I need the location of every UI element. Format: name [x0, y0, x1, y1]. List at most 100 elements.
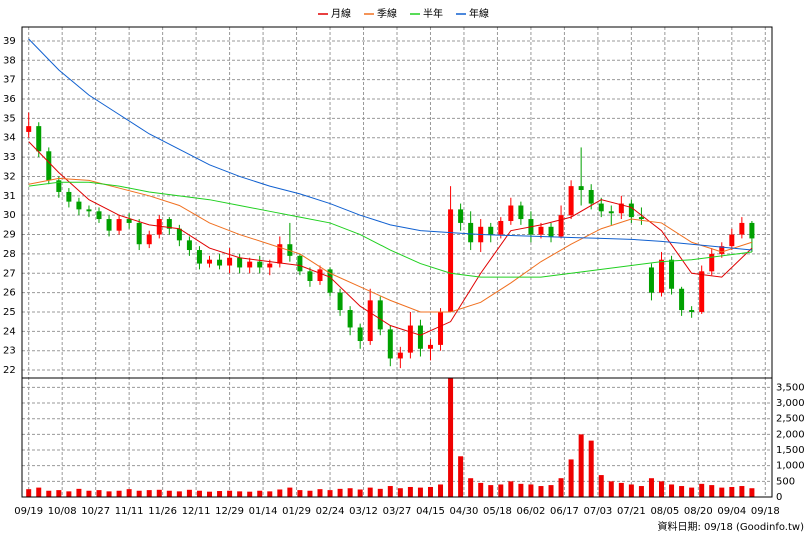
volume-bar: [377, 488, 383, 497]
y-tick-label: 27: [3, 268, 16, 279]
y-tick-label: 36: [3, 94, 16, 105]
volume-bar: [458, 456, 464, 497]
legend-label: 月線: [331, 7, 351, 20]
y-tick-label: 29: [3, 230, 16, 241]
y-tick-label: 23: [3, 346, 16, 357]
volume-bar: [86, 490, 92, 497]
x-tick-label: 10/08: [48, 506, 77, 517]
x-tick-label: 01/14: [249, 506, 278, 517]
volume-tick-label: 2,000: [776, 429, 805, 440]
volume-bar: [136, 490, 142, 497]
candle-body: [598, 203, 604, 212]
x-tick-label: 11/26: [148, 506, 177, 517]
x-tick-label: 12/11: [182, 506, 211, 517]
candle-body: [417, 325, 423, 349]
y-tick-label: 37: [3, 75, 16, 86]
volume-bar: [628, 484, 634, 497]
volume-bar: [528, 484, 534, 497]
volume-bar: [608, 481, 614, 497]
volume-bar: [237, 491, 243, 497]
ma-line: [28, 141, 753, 336]
volume-bar: [267, 491, 273, 497]
candle-body: [317, 269, 323, 282]
volume-bar: [598, 475, 604, 497]
candle-body: [427, 344, 433, 349]
x-tick-label: 10/27: [81, 506, 110, 517]
volume-bar: [618, 482, 624, 497]
y-tick-label: 28: [3, 249, 16, 260]
volume-bar: [648, 478, 654, 497]
candle-body: [468, 222, 474, 243]
candle-body: [247, 261, 253, 268]
candle-body: [719, 246, 725, 254]
y-tick-label: 38: [3, 55, 16, 66]
y-tick-label: 34: [3, 133, 16, 144]
candle-body: [327, 269, 333, 293]
volume-bar: [508, 481, 514, 497]
x-tick-label: 11/11: [115, 506, 144, 517]
candle-body: [508, 205, 514, 221]
x-tick-label: 08/20: [684, 506, 713, 517]
volume-panel-border: [21, 377, 773, 498]
volume-bar: [689, 487, 695, 497]
volume-bar: [548, 485, 554, 497]
x-tick-label: 09/04: [717, 506, 746, 517]
candle-body: [407, 325, 413, 353]
candle-body: [538, 226, 544, 235]
volume-bar: [327, 490, 333, 497]
y-tick-label: 30: [3, 210, 16, 221]
x-tick-label: 05/18: [483, 506, 512, 517]
volume-bar: [26, 489, 32, 497]
candle-body: [438, 311, 444, 345]
candle-body: [146, 234, 152, 245]
volume-tick-label: 2,500: [776, 414, 805, 425]
volume-bar: [478, 482, 484, 497]
candle-body: [608, 211, 614, 214]
volume-bar: [488, 485, 494, 497]
x-tick-label: 02/24: [316, 506, 345, 517]
volume-bar: [56, 490, 62, 497]
volume-bar: [146, 490, 152, 497]
candle-body: [56, 180, 62, 192]
candle-body: [588, 190, 594, 204]
candle-body: [76, 201, 82, 210]
candle-body: [136, 222, 142, 245]
legend: 月線 季線 半年 年線: [318, 7, 489, 20]
x-tick-label: 09/19: [14, 506, 43, 517]
legend-label: 年線: [469, 7, 489, 20]
y-tick-label: 31: [3, 191, 16, 202]
volume-bar: [96, 490, 102, 497]
volume-bar: [176, 491, 182, 497]
x-tick-label: 07/21: [617, 506, 646, 517]
volume-bar: [679, 486, 685, 497]
volume-bar: [36, 487, 42, 497]
volume-bar: [638, 486, 644, 497]
volume-bar: [217, 491, 223, 497]
y-tick-label: 22: [3, 365, 16, 376]
candle-body: [709, 253, 715, 272]
candle-body: [186, 240, 192, 251]
volume-bar: [76, 488, 82, 497]
candle-body: [397, 352, 403, 359]
volume-bar: [186, 489, 192, 497]
x-tick-label: 03/12: [349, 506, 378, 517]
volume-bar: [659, 481, 665, 497]
candle-body: [488, 226, 494, 235]
candle-body: [116, 219, 122, 231]
volume-bar: [669, 484, 675, 497]
candle-body: [126, 219, 132, 223]
volume-bar: [468, 478, 474, 497]
volume-bar: [106, 491, 112, 497]
candle-body: [257, 261, 263, 268]
volume-bar: [387, 486, 393, 497]
candle-body: [196, 250, 202, 264]
x-tick-label: 07/03: [583, 506, 612, 517]
x-tick-label: 04/30: [450, 506, 479, 517]
volume-bar: [367, 487, 373, 497]
candle-body: [618, 203, 624, 214]
y-tick-label: 39: [3, 36, 16, 47]
volume-tick-label: 3,000: [776, 398, 805, 409]
candle-body: [176, 228, 182, 241]
candle-body: [578, 186, 584, 191]
